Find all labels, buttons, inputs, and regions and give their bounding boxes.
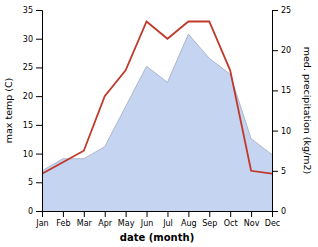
tick: 20 <box>23 92 42 101</box>
tick-mark <box>251 211 252 217</box>
tick: Mar <box>77 211 93 228</box>
plot: JanFebMarAprMayJunJulAugSepOctNovDec0510… <box>3 6 313 243</box>
tick-label: Jan <box>35 219 48 228</box>
tick: May <box>118 211 135 228</box>
tick-label: 10 <box>23 150 33 159</box>
axis-line <box>43 212 273 218</box>
tick-mark <box>272 90 278 91</box>
tick: Jun <box>140 211 154 228</box>
tick-label: 5 <box>281 167 286 176</box>
tick: Sep <box>202 211 217 228</box>
tick-label: 0 <box>281 207 286 216</box>
x-axis: Jan Feb Mar Apr May Jun Jul Aug Sep Oct Nov Dec <box>35 211 280 228</box>
tick-mark <box>209 211 210 217</box>
tick: Aug <box>181 211 197 228</box>
tick-label: 25 <box>281 6 291 15</box>
tick-mark <box>36 96 42 97</box>
tick-label: Feb <box>56 219 70 228</box>
tick-mark <box>126 211 127 217</box>
tick-label: Oct <box>224 219 238 228</box>
tick: 15 <box>272 86 291 95</box>
tick-mark <box>36 67 42 68</box>
x-axis-title: date (month) <box>120 232 194 243</box>
tick: 0 <box>28 207 42 216</box>
tick-label: Nov <box>244 219 260 228</box>
tick-label: 20 <box>281 46 291 55</box>
tick-label: Sep <box>202 219 217 228</box>
tick: Nov <box>244 211 260 228</box>
tick: 35 <box>23 6 42 15</box>
tick-mark <box>36 125 42 126</box>
tick-label: Dec <box>265 219 280 228</box>
tick-label: 0 <box>28 207 33 216</box>
axis-line <box>273 11 279 212</box>
tick-label: Apr <box>98 219 113 228</box>
tick: 25 <box>23 63 42 72</box>
chart: JanFebMarAprMayJunJulAugSepOctNovDec0510… <box>0 0 318 247</box>
tick-label: 10 <box>281 127 291 136</box>
tick-label: 15 <box>281 86 291 95</box>
y2-axis-title: med. precipitation (kg/m2) <box>302 47 313 174</box>
tick-mark <box>167 211 168 217</box>
tick-label: 25 <box>23 63 33 72</box>
tick-label: 15 <box>23 121 33 130</box>
tick-mark <box>36 39 42 40</box>
tick-mark <box>84 211 85 217</box>
tick: 10 <box>23 150 42 159</box>
tick-mark <box>36 211 42 212</box>
tick-mark <box>36 154 42 155</box>
tick-label: 5 <box>28 178 33 187</box>
tick-mark <box>272 171 278 172</box>
y-axis: 0 5 10 15 20 25 30 35 <box>23 6 43 216</box>
tick: 5 <box>28 178 42 187</box>
tick-label: May <box>118 219 135 228</box>
tick-mark <box>230 211 231 217</box>
tick-mark <box>36 182 42 183</box>
tick: 0 <box>272 207 286 216</box>
tick-label: Jul <box>162 219 173 228</box>
tick-label: 20 <box>23 92 33 101</box>
tick-mark <box>188 211 189 217</box>
tick-label: Aug <box>181 219 197 228</box>
tick-label: Jun <box>140 219 154 228</box>
axis-line <box>36 11 43 212</box>
tick: 20 <box>272 46 291 55</box>
tick-mark <box>105 211 106 217</box>
tick: 10 <box>272 127 291 136</box>
tick: Feb <box>56 211 70 228</box>
tick: 15 <box>23 121 42 130</box>
tick: 5 <box>272 167 286 176</box>
tick: Apr <box>98 211 113 228</box>
area <box>42 34 272 211</box>
tick-label: 35 <box>23 6 33 15</box>
tick-mark <box>272 131 278 132</box>
tick: Jul <box>162 211 173 228</box>
tick: Jan <box>35 211 48 228</box>
line <box>42 21 272 173</box>
tick-mark <box>272 211 278 212</box>
tick-label: Mar <box>77 219 93 228</box>
tick-mark <box>147 211 148 217</box>
tick: 25 <box>272 6 291 15</box>
tick: Dec <box>265 211 280 228</box>
tick-mark <box>63 211 64 217</box>
tick-label: 30 <box>23 35 33 44</box>
y-axis-title: max temp (C) <box>3 78 14 144</box>
y2-axis: 0 5 10 15 20 25 <box>272 6 291 216</box>
tick-mark <box>272 10 278 11</box>
tick-mark <box>36 10 42 11</box>
tick: Oct <box>224 211 238 228</box>
tick-mark <box>272 50 278 51</box>
tick: 30 <box>23 35 42 44</box>
marks <box>42 21 272 211</box>
